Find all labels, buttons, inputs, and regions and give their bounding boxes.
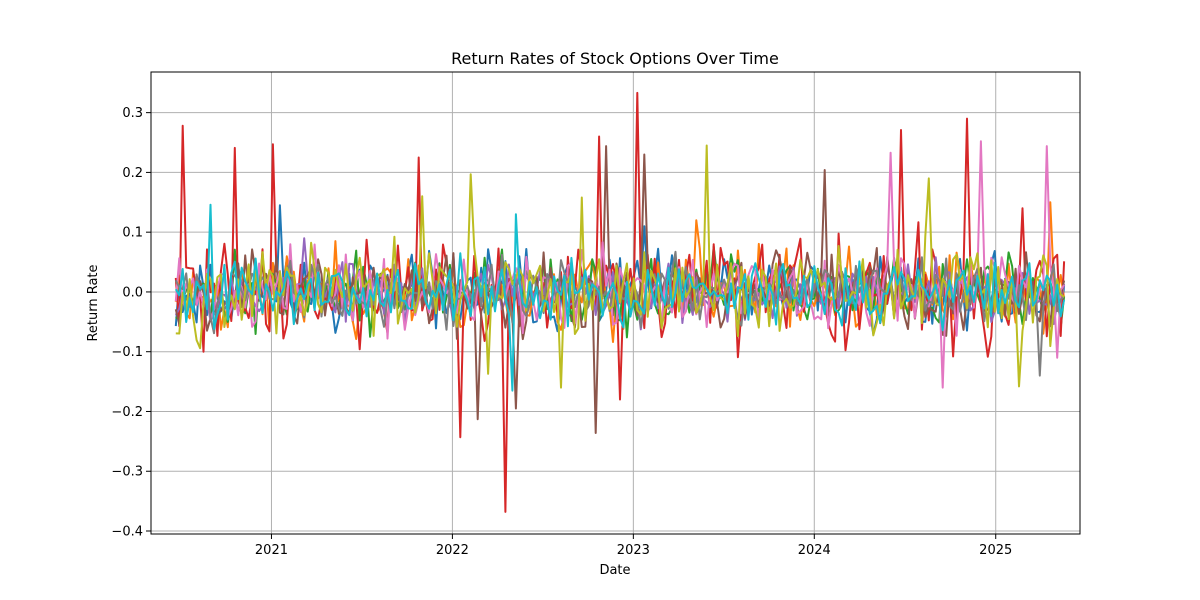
chart-title: Return Rates of Stock Options Over Time — [451, 49, 779, 68]
y-axis: −0.4 −0.3 −0.2 −0.1 0.0 0.1 0.2 0.3 — [111, 106, 151, 540]
y-tick-label: 0.0 — [122, 285, 143, 300]
y-tick-label: 0.1 — [122, 226, 143, 241]
y-tick-label: −0.2 — [111, 405, 143, 420]
plot-area — [174, 91, 1066, 513]
x-tick-label: 2023 — [617, 543, 650, 558]
y-tick-label: −0.3 — [111, 465, 143, 480]
x-tick-label: 2025 — [979, 543, 1012, 558]
y-tick-label: 0.2 — [122, 166, 143, 181]
y-axis-label: Return Rate — [86, 264, 101, 341]
axes-frame — [150, 71, 1081, 535]
y-tick-label: −0.4 — [111, 525, 143, 540]
y-tick-label: 0.3 — [122, 106, 143, 121]
x-tick-label: 2024 — [798, 543, 831, 558]
y-tick-label: −0.1 — [111, 345, 143, 360]
series-line-10 — [174, 203, 1066, 392]
x-axis: 2021 2022 2023 2024 2025 — [255, 534, 1012, 558]
x-tick-label: 2022 — [436, 543, 469, 558]
series-layer — [174, 91, 1066, 513]
x-tick-label: 2021 — [255, 543, 288, 558]
x-axis-label: Date — [599, 563, 630, 578]
